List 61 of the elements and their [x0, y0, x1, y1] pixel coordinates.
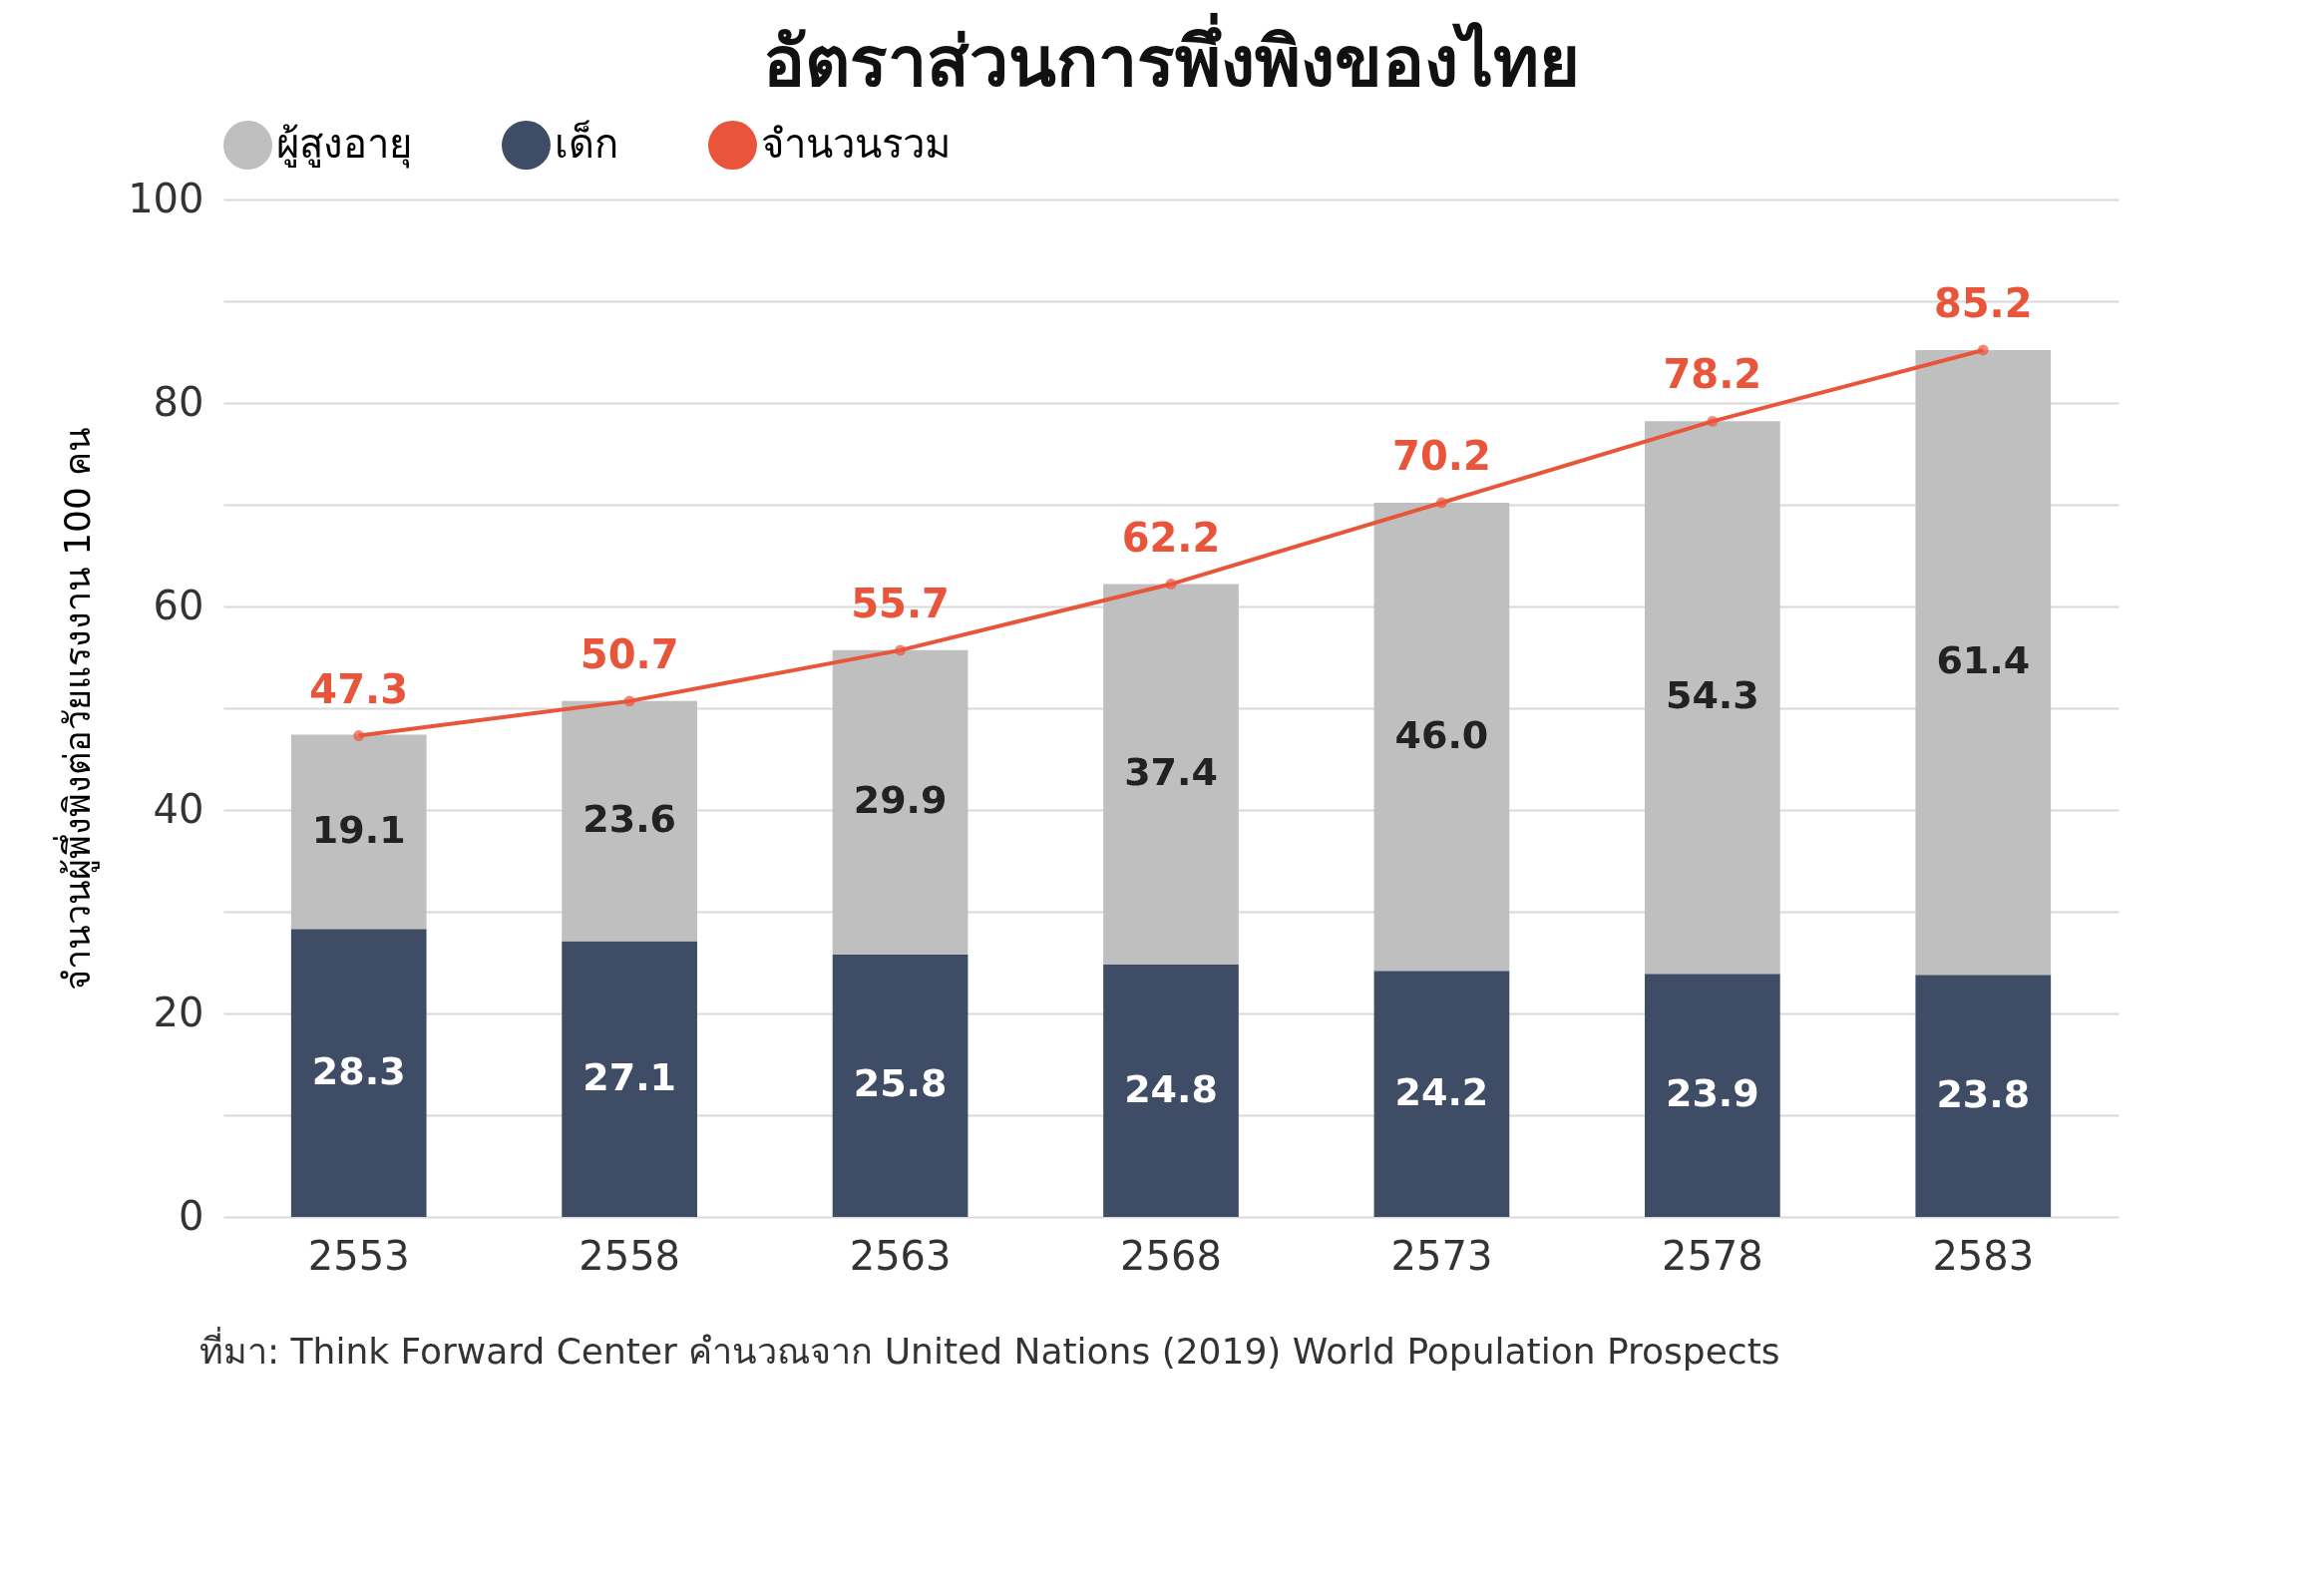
data-label: 24.2: [1394, 1069, 1489, 1114]
bar: [1915, 975, 2052, 1217]
point: [1435, 497, 1447, 509]
point: [623, 695, 635, 707]
bar: [290, 929, 427, 1217]
data-label: 29.9: [853, 778, 948, 823]
legend-label: เด็ก: [555, 119, 618, 167]
x-tick-label: 2578: [1661, 1232, 1763, 1279]
data-label: 23.9: [1665, 1071, 1759, 1116]
x-tick-label: 2563: [849, 1232, 952, 1279]
data-label: 19.1: [311, 807, 406, 852]
bar: [1103, 965, 1239, 1217]
x-tick-label: 2558: [579, 1232, 681, 1279]
data-label: 47.3: [309, 665, 409, 712]
point: [895, 644, 907, 656]
x-tick-label: 2583: [1932, 1232, 2035, 1279]
y-tick-label: 60: [153, 582, 204, 628]
bar: [1373, 502, 1510, 972]
text: ที่มา: Think Forward Center คำนวณจาก United Nations (2019) World Population Prospects: [198, 1326, 1781, 1374]
bar: [1103, 584, 1239, 966]
data-label: 23.8: [1936, 1071, 2031, 1116]
bar: [1373, 971, 1510, 1217]
data-label: 55.7: [851, 580, 950, 626]
bar: [1915, 349, 2052, 976]
data-label: 61.4: [1936, 638, 2031, 683]
y-tick-label: 40: [153, 785, 204, 832]
bar: [290, 734, 427, 930]
data-label: 23.6: [582, 797, 677, 842]
legend-label: จำนวนรวม: [761, 120, 951, 167]
data-label: 25.8: [853, 1061, 948, 1106]
data-label: 78.2: [1663, 351, 1762, 398]
y-tick-label: 0: [179, 1192, 204, 1239]
data-label: 37.4: [1124, 750, 1218, 795]
data-label: 54.3: [1665, 673, 1759, 718]
point: [353, 730, 365, 742]
data-label: 85.2: [1933, 279, 2033, 326]
chart-title: อัตราส่วนการพึ่งพิงของไทย: [762, 12, 1580, 103]
data-label: 70.2: [1392, 432, 1491, 479]
bar: [1645, 974, 1780, 1217]
point: [1707, 415, 1719, 427]
x-tick-label: 2568: [1120, 1232, 1222, 1279]
bar: [1645, 421, 1780, 975]
x-tick-label: 2573: [1390, 1232, 1493, 1279]
y-axis-title: จำนวนผู้พึ่งพิงต่อวัยแรงงาน 100 คน: [53, 426, 101, 992]
point: [1165, 579, 1177, 591]
data-label: 46.0: [1394, 712, 1489, 757]
point: [1977, 344, 1989, 356]
x-tick-label: 2553: [307, 1232, 410, 1279]
y-tick-label: 20: [153, 989, 204, 1035]
data-label: 27.1: [582, 1054, 677, 1099]
bar: [832, 649, 968, 955]
data-label: 62.2: [1121, 514, 1221, 561]
y-tick-label: 80: [153, 378, 204, 425]
data-label: 50.7: [580, 630, 679, 677]
y-tick-label: 100: [128, 175, 204, 221]
bar: [562, 700, 697, 942]
data-label: 28.3: [311, 1048, 406, 1093]
data-label: 24.8: [1124, 1066, 1218, 1111]
bar: [832, 954, 968, 1217]
legend-label: ผู้สูงอายุ: [276, 120, 412, 169]
bar: [562, 941, 697, 1217]
